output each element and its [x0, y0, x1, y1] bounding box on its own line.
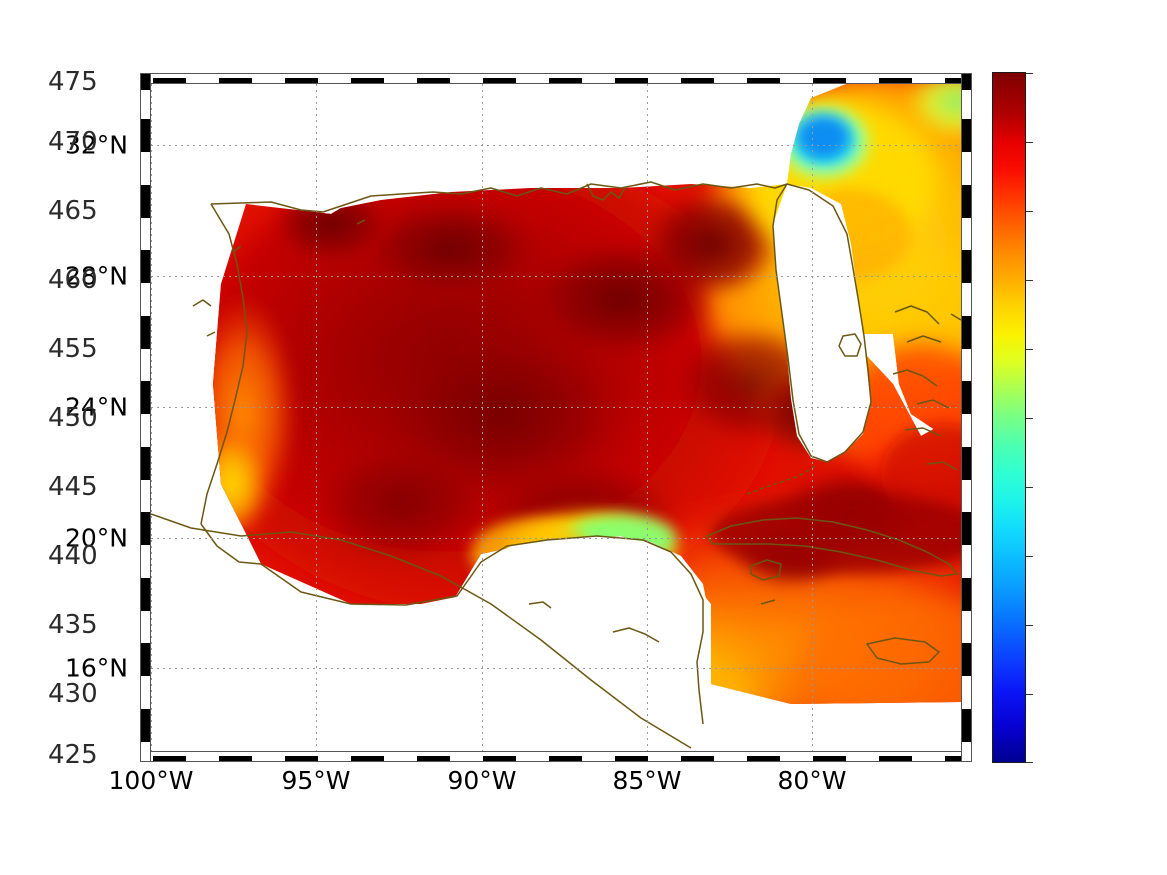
colorbar-label-470: 470	[48, 127, 98, 157]
gridline-lon-80	[812, 84, 813, 751]
colorbar-tick-440	[1026, 556, 1033, 557]
colorbar-label-455: 455	[48, 334, 98, 364]
xtick-label-90w: 90°W	[447, 766, 517, 795]
colorbar-label-475: 475	[48, 67, 98, 97]
neatline-left	[140, 73, 151, 762]
neatline-right	[961, 73, 972, 762]
neatline-bottom	[140, 751, 972, 762]
xtick-label-100w: 100°W	[108, 766, 194, 795]
gridline-lon-85	[647, 84, 648, 751]
colorbar-label-440: 440	[48, 541, 98, 571]
xtick-label-80w: 80°W	[777, 766, 847, 795]
land-mask-and-coastlines	[151, 84, 961, 751]
colorbar-label-430: 430	[48, 679, 98, 709]
colorbar-tick-445	[1026, 487, 1033, 488]
colorbar-label-450: 450	[48, 403, 98, 433]
colorbar-tick-460	[1026, 280, 1033, 281]
gridline-lon-100	[151, 84, 152, 751]
colorbar-tick-465	[1026, 211, 1033, 212]
colorbar-tick-435	[1026, 625, 1033, 626]
neatline-top	[140, 73, 972, 84]
ytick-label-16n: 16°N	[64, 653, 128, 683]
graticule-gridlines	[151, 84, 961, 751]
colorbar-tick-425	[1026, 762, 1033, 763]
map-axes	[140, 73, 972, 762]
colorbar-tick-475	[1026, 73, 1033, 74]
colorbar-tick-455	[1026, 349, 1033, 350]
gridline-lat-20	[151, 538, 961, 539]
colorbar-tick-470	[1026, 142, 1033, 143]
colorbar	[992, 72, 1026, 763]
gridline-lat-28	[151, 276, 961, 277]
ytick-label-28n: 28°N	[64, 261, 128, 291]
colorbar-gradient	[993, 73, 1025, 762]
colorbar-label-460: 460	[48, 265, 98, 295]
colorbar-label-465: 465	[48, 196, 98, 226]
map-data-region	[151, 84, 961, 751]
colorbar-tick-430	[1026, 694, 1033, 695]
xtick-label-95w: 95°W	[281, 766, 351, 795]
colorbar-label-445: 445	[48, 472, 98, 502]
colorbar-label-425: 425	[48, 740, 98, 770]
gridline-lat-16	[151, 668, 961, 669]
colorbar-tick-450	[1026, 418, 1033, 419]
colorbar-label-435: 435	[48, 610, 98, 640]
gridline-lat-32	[151, 145, 961, 146]
ytick-label-32n: 32°N	[64, 130, 128, 160]
gridline-lat-24	[151, 407, 961, 408]
xtick-label-85w: 85°W	[612, 766, 682, 795]
ytick-label-24n: 24°N	[64, 392, 128, 422]
gridline-lon-95	[316, 84, 317, 751]
gridline-lon-90	[482, 84, 483, 751]
ytick-label-20n: 20°N	[64, 523, 128, 553]
